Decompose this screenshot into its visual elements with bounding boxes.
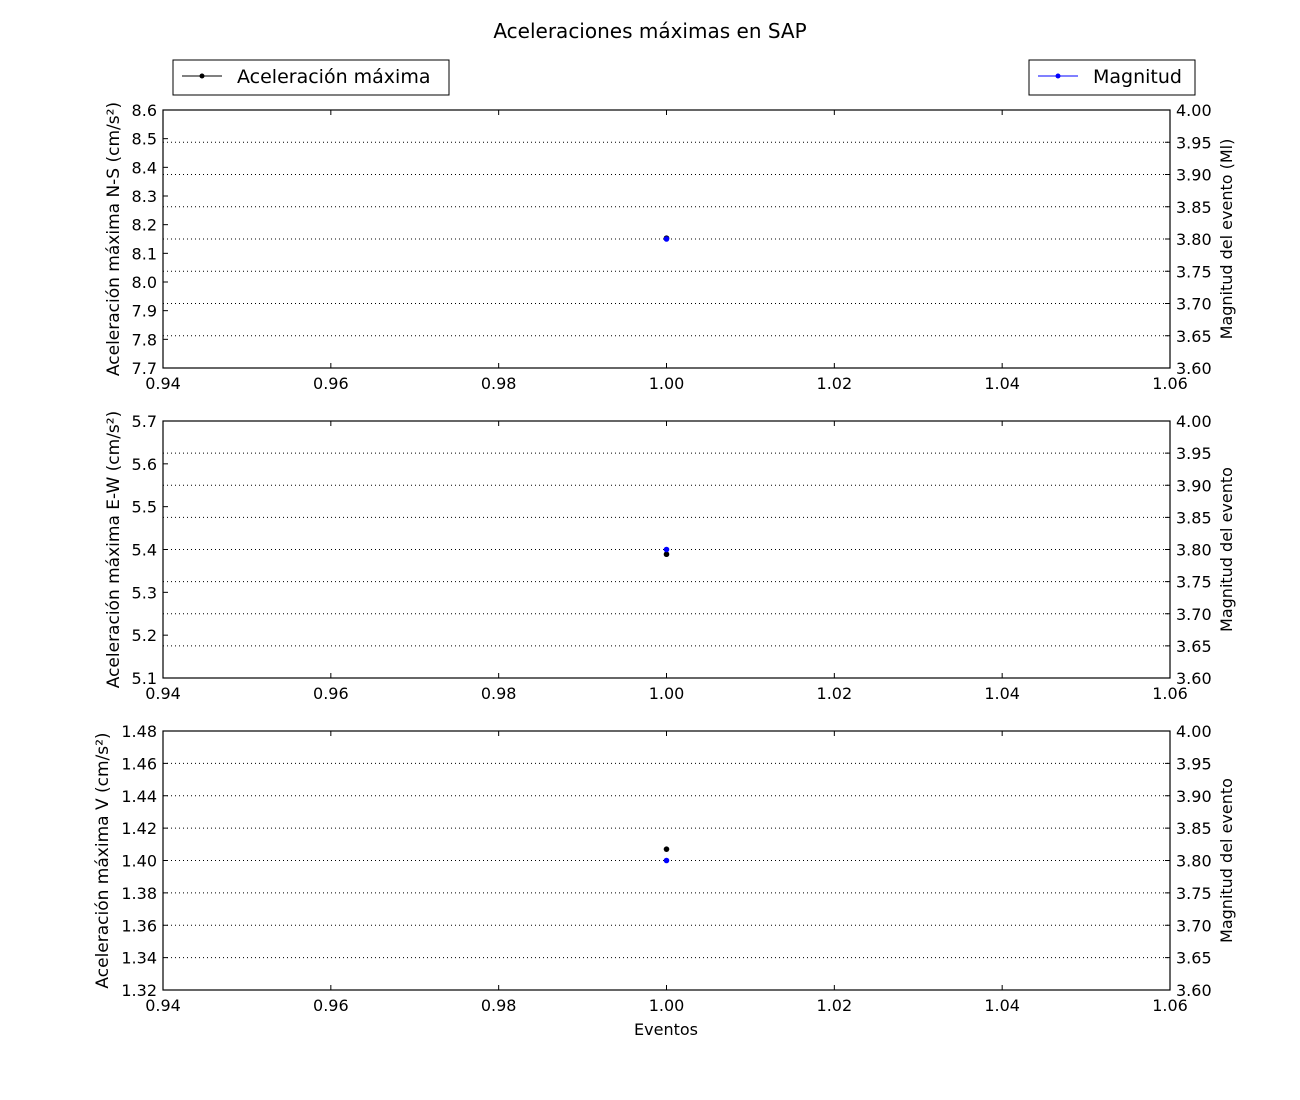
y-tick-label: 1.38: [121, 884, 157, 903]
y-tick-label: 5.1: [132, 669, 157, 688]
y2-tick-label: 3.90: [1176, 787, 1212, 806]
legend-label-magnitud: Magnitud: [1093, 66, 1182, 88]
y2-tick-label: 3.75: [1176, 262, 1212, 281]
x-tick-label: 0.98: [481, 684, 517, 703]
y-tick-label: 8.5: [132, 130, 157, 149]
data-point-aceleracion: [663, 846, 670, 852]
y-tick-label: 5.7: [132, 412, 157, 431]
y-tick-label: 5.6: [132, 455, 157, 474]
x-tick-label: 1.04: [984, 996, 1020, 1015]
subplot-3: 0.94 0.96 0.98 1.00 1.02 1.04 1.06 1.32 1.34 1.36…: [93, 722, 1236, 1015]
x-tick-label: 1.00: [649, 684, 685, 703]
y-tick-label: 5.5: [132, 498, 157, 517]
x-tick-label: 1.00: [649, 996, 685, 1015]
y-tick-label: 1.36: [121, 916, 157, 935]
subplot-2: 0.94 0.96 0.98 1.00 1.02 1.04 1.06 5.1 5.2 5.3 5.4…: [104, 411, 1236, 703]
y2-tick-label: 3.60: [1176, 669, 1212, 688]
y-axis-label: Aceleración máxima E-W (cm/s²): [104, 411, 124, 689]
y-tick-label: 5.2: [132, 626, 157, 645]
y-tick-label: 7.8: [132, 330, 157, 349]
y-tick-label: 1.34: [121, 949, 157, 968]
x-tick-label: 1.02: [817, 996, 853, 1015]
y-tick-label: 8.4: [132, 158, 157, 177]
legend-label-aceleracion: Aceleración máxima: [237, 66, 430, 88]
x-axis-label: Eventos: [634, 1020, 698, 1039]
x-tick-label: 0.94: [145, 684, 181, 703]
y-axis-label: Aceleración máxima N-S (cm/s²): [104, 102, 124, 376]
y-tick-label: 1.32: [121, 981, 157, 1000]
x-tick-label: 0.94: [145, 996, 181, 1015]
x-tick-label: 0.96: [313, 996, 349, 1015]
x-tick-label: 1.02: [817, 374, 853, 393]
y2-tick-label: 3.95: [1176, 133, 1212, 152]
y2-tick-label: 3.95: [1176, 444, 1212, 463]
y2-tick-label: 3.90: [1176, 166, 1212, 185]
y-tick-label: 1.42: [121, 819, 157, 838]
y-tick-label: 1.44: [121, 787, 157, 806]
y2-tick-label: 3.65: [1176, 327, 1212, 346]
y2-tick-label: 3.95: [1176, 754, 1212, 773]
y-tick-label: 8.1: [132, 244, 157, 263]
y2-axis-label: Magnitud del evento (Ml): [1217, 139, 1236, 340]
x-tick-label: 1.04: [984, 374, 1020, 393]
x-tick-label: 1.00: [649, 374, 685, 393]
y2-tick-label: 3.60: [1176, 359, 1212, 378]
x-tick-label: 0.96: [313, 374, 349, 393]
y-axis-label: Aceleración máxima V (cm/s²): [93, 732, 113, 988]
legend-left: Aceleración máxima: [172, 59, 450, 96]
y2-tick-label: 4.00: [1176, 722, 1212, 741]
x-tick-label: 0.96: [313, 684, 349, 703]
y-tick-label: 8.2: [132, 216, 157, 235]
subplot-1: 0.94 0.96 0.98 1.00 1.02 1.04 1.06 7.7 7.8 7.9 8.0…: [104, 101, 1236, 393]
x-tick-label: 1.04: [984, 684, 1020, 703]
y2-tick-label: 3.70: [1176, 295, 1212, 314]
data-point-magnitud: [663, 546, 670, 553]
y-tick-label: 8.3: [132, 187, 157, 206]
y2-tick-label: 3.85: [1176, 508, 1212, 527]
y-tick-label: 8.6: [132, 101, 157, 120]
y-tick-label: 1.48: [121, 722, 157, 741]
x-tick-label: 1.06: [1152, 374, 1188, 393]
x-tick-label: 0.98: [481, 374, 517, 393]
x-tick-label: 1.06: [1152, 684, 1188, 703]
y2-tick-label: 3.70: [1176, 605, 1212, 624]
y2-axis-label: Magnitud del evento: [1217, 467, 1236, 632]
y2-tick-label: 4.00: [1176, 412, 1212, 431]
y-tick-label: 7.9: [132, 302, 157, 321]
y-tick-label: 1.46: [121, 754, 157, 773]
data-point-aceleracion: [663, 551, 670, 558]
y2-tick-label: 3.65: [1176, 637, 1212, 656]
y-tick-label: 1.40: [121, 852, 157, 871]
y2-axis-label: Magnitud del evento: [1217, 778, 1236, 943]
data-point-magnitud: [663, 857, 670, 864]
x-tick-label: 1.06: [1152, 996, 1188, 1015]
y2-tick-label: 3.80: [1176, 541, 1212, 560]
data-point-magnitud: [663, 236, 670, 242]
x-tick-label: 0.98: [481, 996, 517, 1015]
y-tick-label: 8.0: [132, 273, 157, 292]
y2-tick-label: 3.85: [1176, 198, 1212, 217]
y2-tick-label: 3.90: [1176, 476, 1212, 495]
y2-tick-label: 3.75: [1176, 573, 1212, 592]
y2-tick-label: 3.75: [1176, 884, 1212, 903]
y-tick-label: 5.3: [132, 583, 157, 602]
y2-tick-label: 3.65: [1176, 949, 1212, 968]
y-tick-label: 7.7: [132, 359, 157, 378]
legend-right: Magnitud: [1028, 59, 1196, 96]
chart-title: Aceleraciones máximas en SAP: [493, 19, 806, 43]
y2-tick-label: 4.00: [1176, 101, 1212, 120]
y2-tick-label: 3.80: [1176, 230, 1212, 249]
y2-tick-label: 3.85: [1176, 819, 1212, 838]
y-tick-label: 5.4: [132, 541, 157, 560]
x-tick-label: 0.94: [145, 374, 181, 393]
y2-tick-label: 3.80: [1176, 852, 1212, 871]
x-tick-label: 1.02: [817, 684, 853, 703]
y2-tick-label: 3.70: [1176, 916, 1212, 935]
y2-tick-label: 3.60: [1176, 981, 1212, 1000]
